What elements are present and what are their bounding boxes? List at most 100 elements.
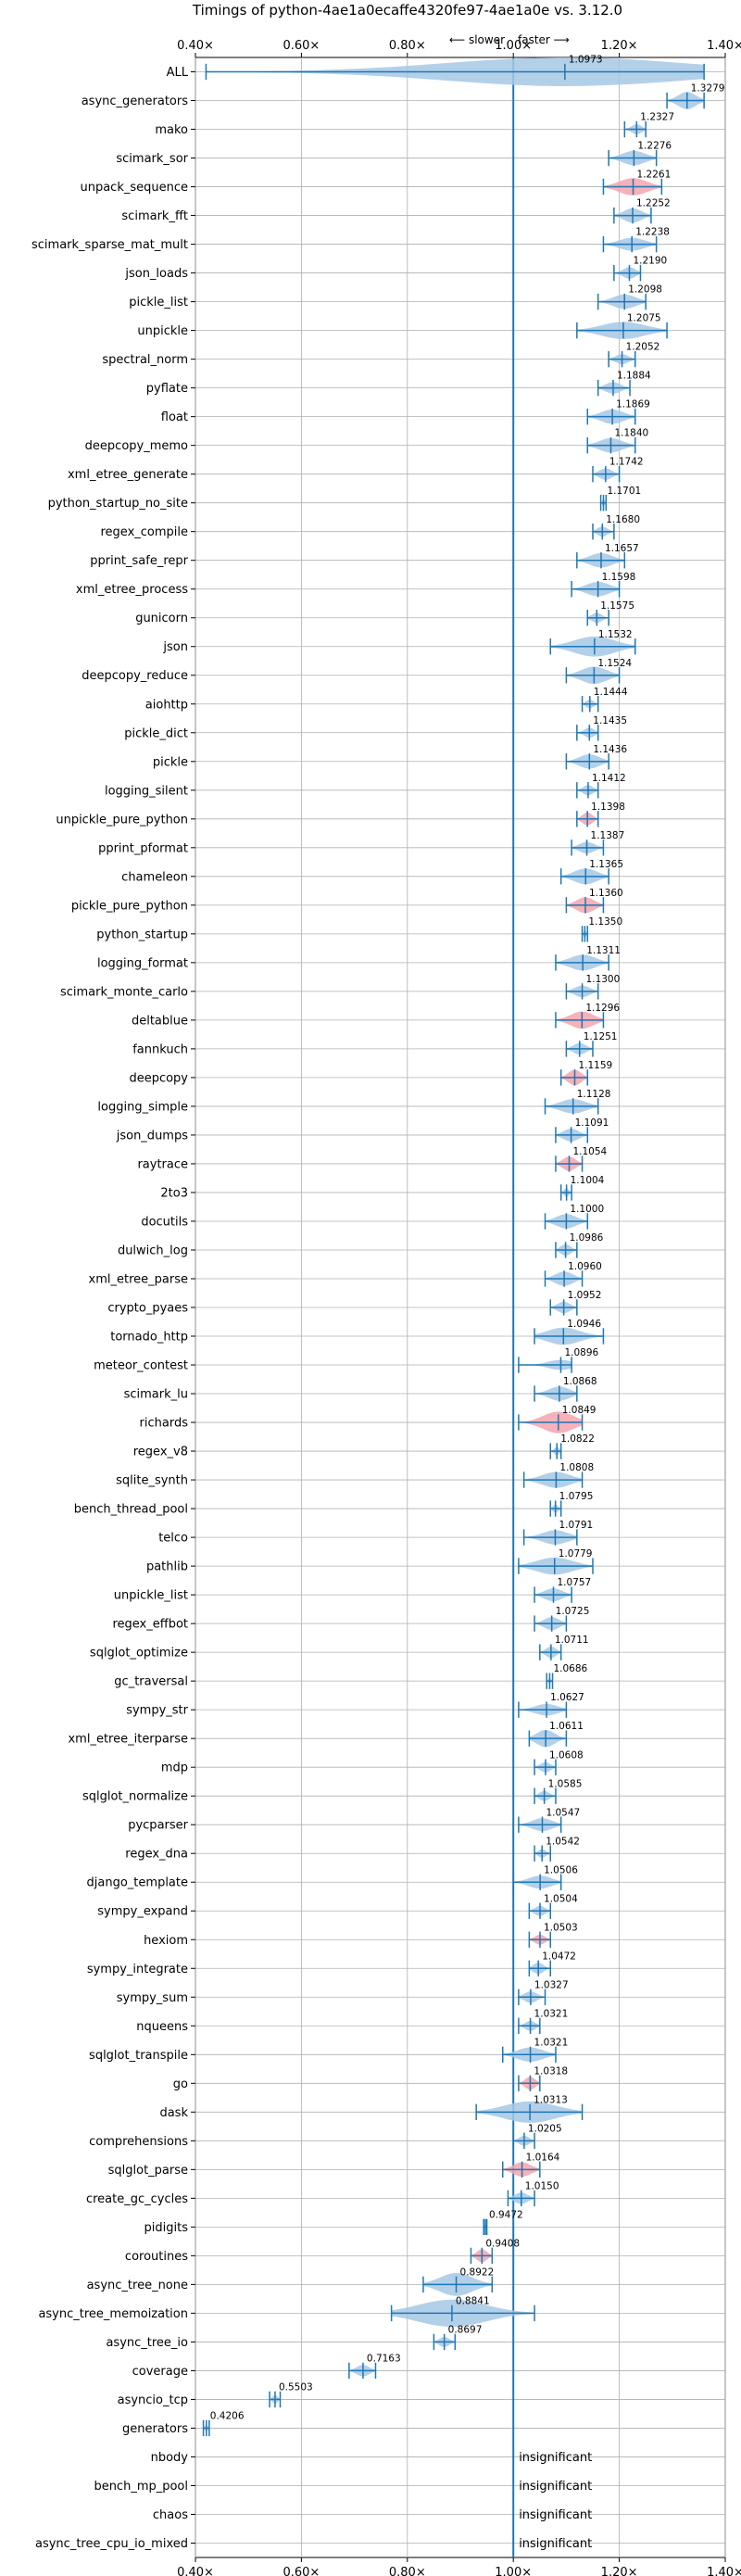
value-label: 1.1742 [609,457,644,468]
benchmark-label: sqlite_synth [116,1474,188,1488]
benchmark-label: sqlglot_normalize [82,1790,188,1804]
benchmark-label: generators [122,2422,188,2436]
value-label: 0.9408 [485,2238,520,2249]
benchmark-label: create_gc_cycles [86,2192,188,2206]
benchmark-label: unpickle_pure_python [56,813,188,827]
x-tick-label-bottom: 1.20× [601,2566,638,2576]
value-label: 1.1296 [585,1003,620,1014]
benchmark-label: deepcopy_reduce [82,669,188,683]
benchmark-label: raytrace [137,1157,188,1171]
benchmark-label: async_tree_none [87,2279,188,2292]
benchmark-label: scimark_lu [124,1388,188,1402]
value-label: 1.1300 [586,974,621,985]
benchmark-label: nbody [151,2451,189,2465]
value-label: 1.1128 [577,1089,611,1100]
benchmark-label: go [173,2077,188,2091]
value-label: 1.1004 [571,1175,605,1186]
benchmark-label: ALL [167,66,189,80]
benchmark-label: xml_etree_iterparse [68,1733,188,1747]
benchmark-label: dask [159,2106,188,2120]
value-label: 1.1701 [607,486,641,497]
value-label: 1.0164 [526,2152,560,2163]
benchmark-label: pickle_dict [124,726,188,740]
benchmark-label: chaos [153,2508,188,2522]
benchmark-label: 2to3 [160,1186,188,1200]
benchmark-label: chameleon [121,870,188,884]
value-label: 1.1884 [617,371,651,382]
benchmark-label: aiohttp [145,698,188,712]
value-label: 1.0868 [563,1376,597,1387]
benchmark-label: comprehensions [89,2135,188,2149]
benchmark-label: mdp [161,1762,188,1775]
value-label: 1.0686 [553,1663,587,1674]
insignificant-label: insignificant [519,2537,592,2551]
insignificant-label: insignificant [519,2451,592,2465]
value-label: 1.0946 [567,1319,601,1330]
faster-label: faster ⟶ [518,33,570,46]
benchmark-label: async_tree_io [106,2336,188,2350]
value-label: 1.0506 [544,1864,578,1875]
benchmark-label: regex_v8 [133,1446,188,1459]
value-label: 1.2052 [626,342,660,353]
benchmark-label: async_generators [82,95,189,108]
benchmark-label: scimark_monte_carlo [60,985,188,999]
value-label: 1.0608 [549,1749,584,1761]
x-tick-label-bottom: 0.40× [177,2566,214,2576]
value-label: 1.1091 [575,1118,609,1129]
value-label: 1.2252 [636,198,671,209]
benchmark-label: asyncio_tcp [118,2393,188,2407]
value-label: 1.1840 [614,428,648,439]
benchmark-label: pathlib [146,1560,188,1574]
benchmark-label: xml_etree_process [76,583,188,597]
benchmark-label: telco [158,1532,188,1546]
value-label: 1.0725 [556,1606,590,1617]
benchmark-label: regex_dna [125,1848,188,1862]
x-tick-label-top: 0.60× [283,39,320,53]
benchmark-label: coverage [132,2365,188,2379]
value-label: 1.0896 [564,1347,598,1358]
benchmark-label: logging_silent [105,784,188,798]
benchmark-label: deepcopy [129,1071,188,1085]
value-label: 0.7163 [367,2354,401,2365]
value-label: 1.0973 [569,55,603,66]
value-label: 1.0791 [559,1520,593,1531]
benchmark-label: pyflate [146,382,188,396]
benchmark-label: tornado_http [110,1331,188,1345]
value-label: 1.1444 [594,687,628,698]
value-label: 1.1350 [588,916,622,928]
benchmark-label: logging_simple [97,1100,188,1114]
benchmark-label: logging_format [97,956,188,970]
value-label: 1.1398 [591,802,625,813]
value-label: 0.4206 [210,2411,245,2422]
value-label: 1.0327 [534,1979,569,1990]
benchmark-label: python_startup_no_site [48,497,188,511]
value-label: 1.1159 [578,1060,612,1071]
benchmark-label: sympy_expand [97,1905,188,1919]
value-label: 0.8841 [456,2295,490,2306]
x-tick-label-bottom: 0.60× [283,2566,320,2576]
x-tick-label-bottom: 1.40× [707,2566,741,2576]
benchmark-label: pidigits [144,2221,189,2235]
value-label: 1.1657 [605,543,639,554]
benchmark-label: mako [155,123,188,137]
value-label: 1.0321 [534,2037,569,2048]
benchmark-label: xml_etree_parse [89,1272,188,1286]
x-tick-label-bottom: 1.00× [495,2566,532,2576]
x-axis-top: 0.40× 0.60× 0.80× 1.00× 1.20× 1.40× [177,39,741,57]
value-label: 1.0585 [548,1778,583,1789]
benchmark-label: python_startup [96,928,188,941]
benchmark-label: scimark_sor [116,152,188,166]
value-label: 1.0542 [546,1836,580,1847]
value-label: 1.0318 [534,2065,568,2077]
value-label: 1.0849 [562,1405,597,1416]
benchmark-label: docutils [141,1215,188,1229]
benchmark-label: async_tree_cpu_io_mixed [35,2537,188,2551]
benchmark-label: spectral_norm [102,353,188,367]
x-tick-label-top: 0.80× [389,39,426,53]
value-label: 1.1436 [593,744,627,755]
benchmark-label: bench_thread_pool [74,1503,188,1517]
value-label: 1.0808 [559,1462,594,1473]
value-label: 0.8697 [448,2324,483,2335]
value-label: 1.0503 [544,1922,578,1933]
